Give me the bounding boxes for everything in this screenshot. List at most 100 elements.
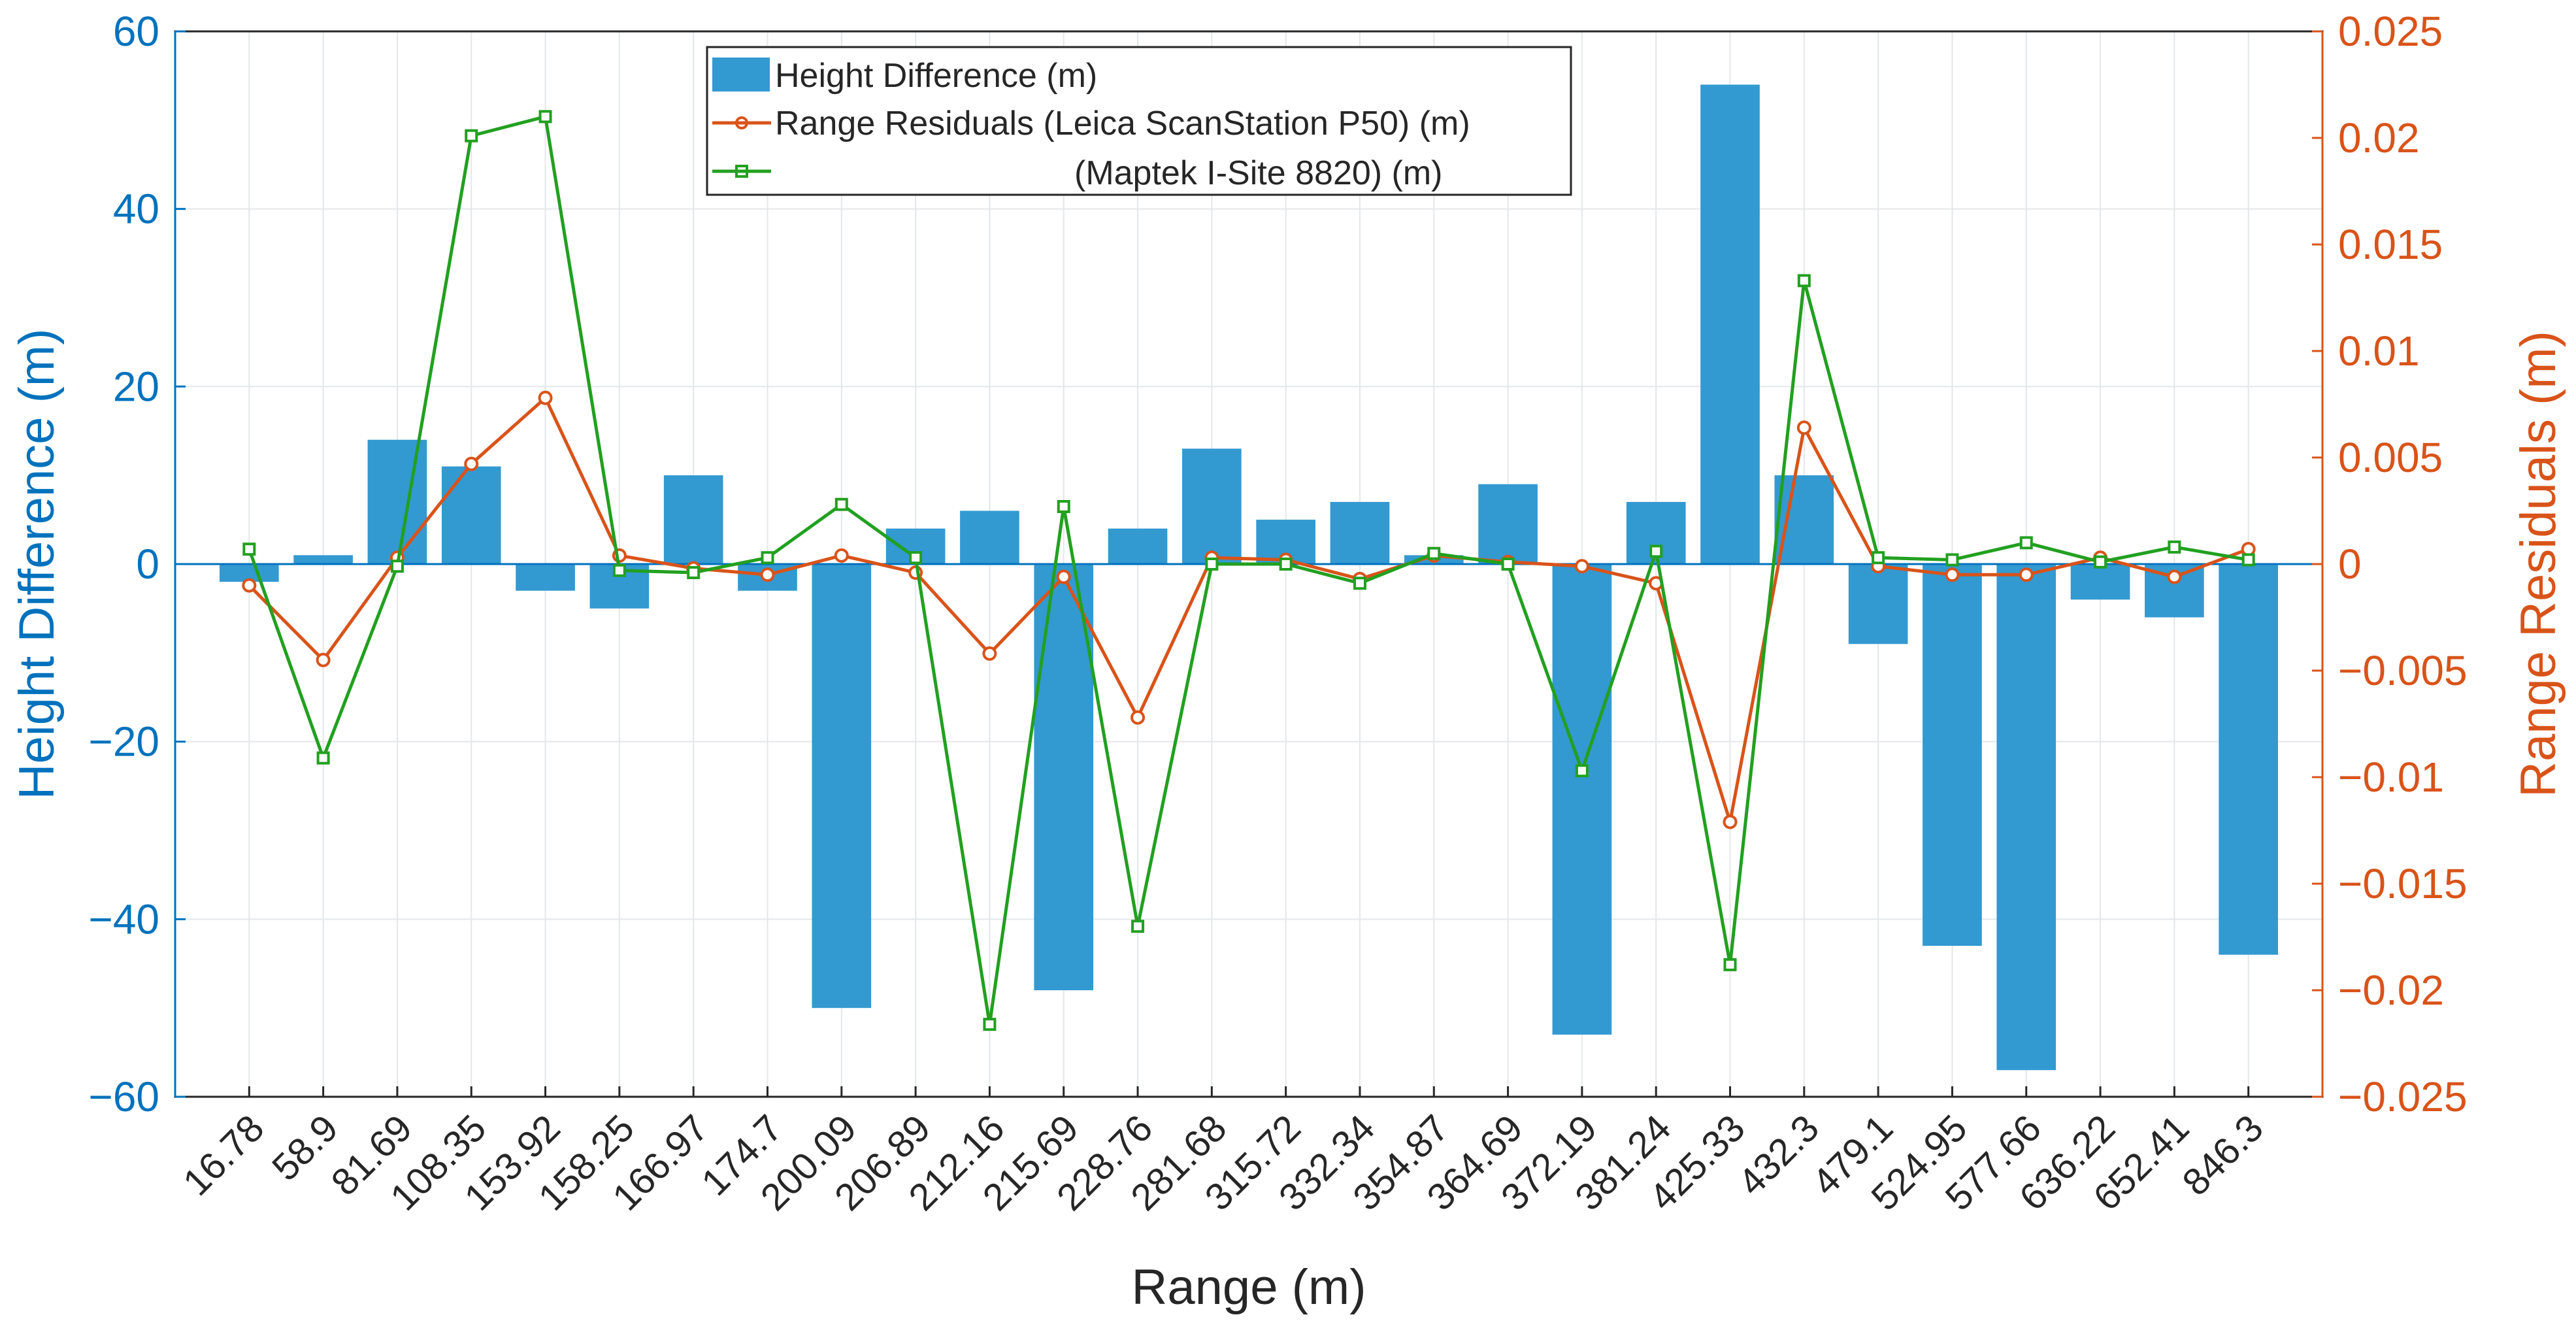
bar bbox=[1923, 564, 1982, 946]
x-tick-label: 846.3 bbox=[2174, 1107, 2271, 1204]
data-point-leica bbox=[1796, 420, 1811, 435]
data-point-leica bbox=[1945, 567, 1960, 582]
left-tick-label: 40 bbox=[113, 186, 159, 233]
bar bbox=[1330, 501, 1390, 564]
data-point-maptek bbox=[1723, 958, 1737, 971]
bar bbox=[1478, 484, 1538, 564]
right-axis-ticks: 0.025 0.02 0.015 0.01 0.005 0 −0.005 −0.01 −0.01… bbox=[2312, 8, 2468, 1120]
data-point-maptek bbox=[1945, 553, 1959, 567]
data-point-maptek bbox=[1279, 558, 1293, 571]
left-tick-label: −60 bbox=[88, 1073, 159, 1120]
bar bbox=[1774, 475, 1834, 564]
right-tick-label: −0.015 bbox=[2338, 860, 2468, 907]
data-point-leica bbox=[2167, 569, 2182, 584]
data-point-maptek bbox=[465, 129, 478, 142]
x-tick-label: 432.3 bbox=[1730, 1107, 1827, 1204]
bar bbox=[663, 475, 723, 564]
data-point-maptek bbox=[909, 551, 923, 565]
bar bbox=[367, 439, 427, 564]
left-tick-label: 0 bbox=[136, 541, 159, 588]
legend: Height Difference (m) Range Residuals (L… bbox=[706, 46, 1572, 196]
bar bbox=[1182, 448, 1242, 564]
legend-swatch-height bbox=[712, 58, 770, 92]
data-point-leica bbox=[1056, 569, 1071, 584]
bar bbox=[1108, 528, 1168, 564]
data-point-maptek bbox=[242, 543, 256, 556]
bar bbox=[1552, 564, 1612, 1035]
data-point-maptek bbox=[1131, 920, 1145, 933]
right-tick-label: 0.025 bbox=[2338, 8, 2443, 55]
data-point-maptek bbox=[1797, 274, 1811, 288]
data-point-leica bbox=[834, 548, 849, 563]
bar bbox=[812, 564, 872, 1009]
right-tick-label: −0.02 bbox=[2338, 967, 2444, 1014]
x-tick-label: 16.78 bbox=[175, 1107, 272, 1204]
data-point-maptek bbox=[2168, 540, 2181, 554]
legend-label-leica: Range Residuals (Leica ScanStation P50) … bbox=[775, 105, 1470, 142]
data-point-maptek bbox=[2094, 555, 2107, 569]
bar bbox=[1700, 84, 1760, 564]
series-line-leica bbox=[248, 396, 2249, 824]
data-point-maptek bbox=[390, 559, 404, 573]
data-point-leica bbox=[1131, 710, 1146, 725]
series-line-maptek bbox=[247, 114, 2249, 1026]
data-point-maptek bbox=[687, 566, 701, 580]
data-point-leica bbox=[464, 456, 479, 471]
data-point-leica bbox=[1723, 814, 1738, 829]
bar bbox=[441, 466, 501, 564]
left-tick-label: 60 bbox=[113, 8, 159, 55]
data-point-maptek bbox=[1205, 558, 1219, 571]
data-point-maptek bbox=[1649, 544, 1663, 558]
data-point-leica bbox=[982, 646, 997, 661]
right-tick-label: −0.01 bbox=[2338, 754, 2444, 801]
left-tick-label: 20 bbox=[113, 363, 159, 410]
data-point-maptek bbox=[1057, 499, 1070, 513]
legend-box bbox=[706, 46, 1572, 196]
data-point-maptek bbox=[1427, 546, 1441, 560]
data-point-maptek bbox=[1575, 764, 1589, 778]
legend-label-height: Height Difference (m) bbox=[775, 57, 1097, 95]
data-point-maptek bbox=[612, 563, 626, 577]
right-tick-label: 0.01 bbox=[2338, 327, 2420, 375]
right-tick-label: 0 bbox=[2338, 541, 2362, 588]
data-point-leica bbox=[2019, 567, 2034, 582]
data-point-maptek bbox=[538, 110, 552, 124]
right-tick-label: 0.005 bbox=[2338, 434, 2443, 481]
data-point-maptek bbox=[2019, 536, 2033, 550]
data-point-maptek bbox=[1353, 576, 1366, 590]
bar bbox=[960, 510, 1019, 564]
bar bbox=[293, 555, 353, 564]
x-axis-label: Range (m) bbox=[1132, 1260, 1366, 1315]
legend-label-maptek: (Maptek I-Site 8820) (m) bbox=[1074, 154, 1443, 192]
right-axis-label: Range Residuals (m) bbox=[2511, 331, 2566, 797]
data-point-maptek bbox=[834, 497, 848, 511]
data-point-leica bbox=[538, 390, 553, 405]
left-tick-label: −40 bbox=[88, 895, 159, 943]
right-tick-label: 0.02 bbox=[2338, 114, 2420, 161]
data-point-maptek bbox=[983, 1018, 997, 1031]
bar bbox=[516, 564, 575, 591]
data-point-leica bbox=[760, 567, 775, 582]
series-lines bbox=[242, 110, 2256, 1031]
legend-marker-maptek bbox=[735, 165, 748, 178]
left-axis-ticks: 60 40 20 0 −20 −40 −60 bbox=[88, 8, 186, 1120]
left-tick-label: −20 bbox=[88, 718, 159, 765]
data-point-maptek bbox=[761, 551, 774, 565]
data-point-maptek bbox=[316, 751, 330, 765]
bar bbox=[2219, 564, 2279, 955]
x-axis-ticks: 16.7858.981.69108.35153.92158.25166.9717… bbox=[175, 1086, 2271, 1219]
data-point-leica bbox=[1574, 559, 1589, 574]
bar bbox=[2070, 564, 2130, 600]
data-point-maptek bbox=[2241, 553, 2255, 567]
right-tick-label: −0.005 bbox=[2338, 647, 2468, 694]
data-point-leica bbox=[242, 578, 257, 593]
bar bbox=[1996, 564, 2056, 1071]
bars bbox=[219, 84, 2279, 1071]
left-axis-label: Height Difference (m) bbox=[9, 329, 65, 800]
data-point-maptek bbox=[1501, 558, 1515, 571]
data-point-maptek bbox=[1872, 551, 1885, 565]
legend-marker-leica bbox=[735, 116, 748, 129]
bar bbox=[1848, 564, 1908, 644]
right-tick-label: −0.025 bbox=[2338, 1073, 2468, 1120]
